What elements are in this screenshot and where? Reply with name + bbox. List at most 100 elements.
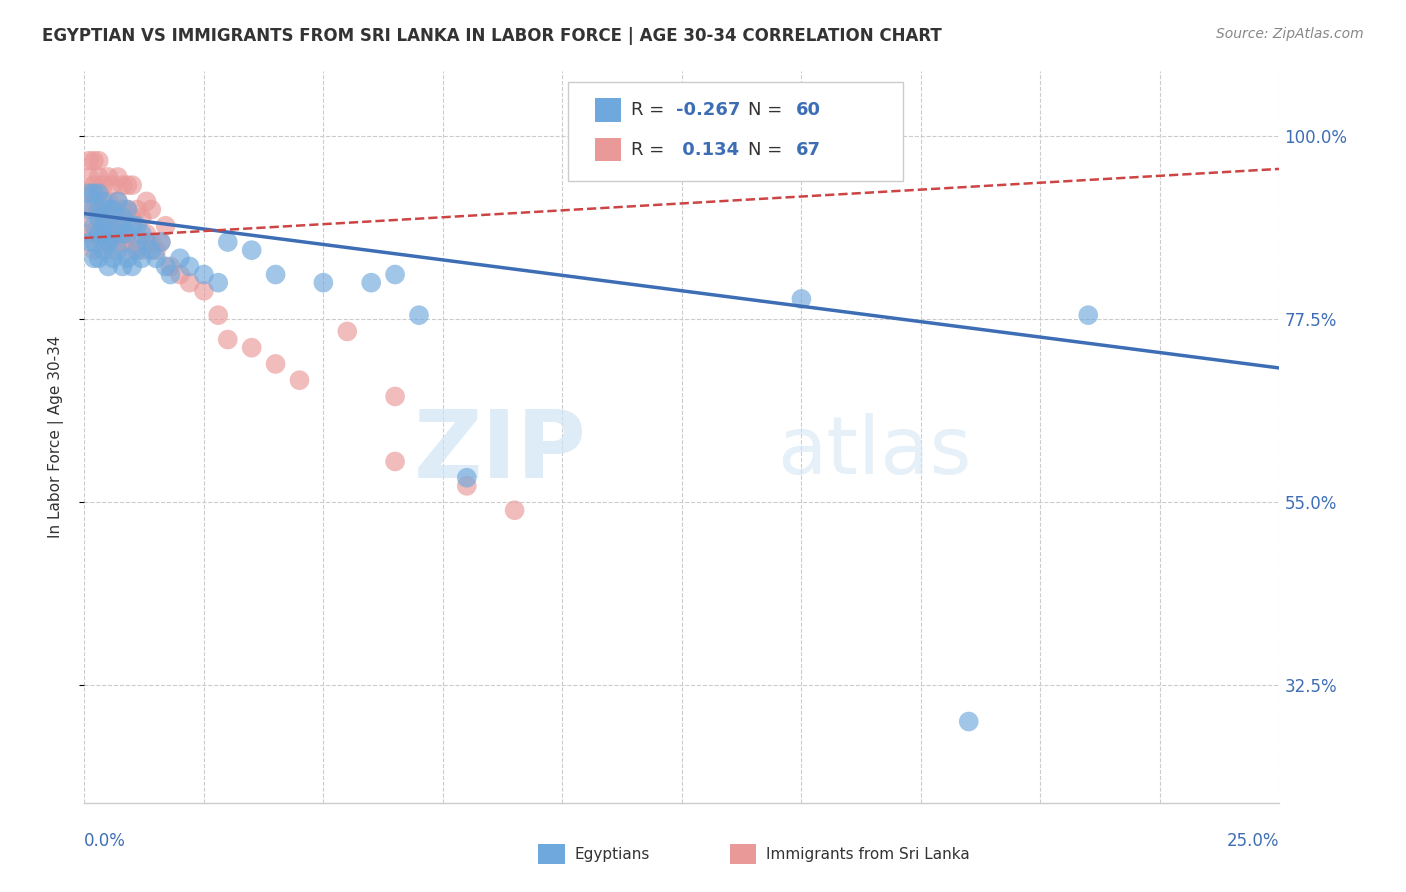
Point [107,227,129,241]
Point [790,292,813,306]
Point [93,235,115,249]
Text: 60: 60 [796,101,821,120]
Text: R =: R = [630,141,669,159]
Point [264,268,287,282]
Point [159,268,181,282]
Point [408,308,430,322]
Point [83,153,105,168]
Point [125,202,148,217]
Point [121,178,143,193]
Point [101,178,124,193]
Point [83,235,105,249]
Point [93,202,115,217]
Point [135,194,157,209]
Text: ZIP: ZIP [413,406,586,498]
Point [117,235,139,249]
Point [97,235,120,249]
Point [131,227,153,241]
Point [111,235,134,249]
Point [77,186,100,201]
Point [87,202,110,217]
Point [83,202,105,217]
Point [77,227,100,241]
Point [360,276,382,290]
Point [83,219,105,233]
Point [83,243,105,257]
Point [87,186,110,201]
Point [179,260,201,274]
Text: 25.0%: 25.0% [1227,832,1279,850]
Point [101,202,124,217]
Point [149,235,172,249]
Point [384,268,406,282]
Point [101,202,124,217]
Text: 0.134: 0.134 [676,141,740,159]
FancyBboxPatch shape [595,138,621,161]
Point [87,169,110,184]
Point [384,389,406,403]
Point [121,260,143,274]
Point [87,186,110,201]
Point [97,202,120,217]
Point [111,227,134,241]
Point [207,308,229,322]
Point [87,219,110,233]
Point [87,211,110,225]
Point [135,235,157,249]
Point [93,227,115,241]
Point [93,219,115,233]
Text: Egyptians: Egyptians [575,847,650,862]
Point [121,243,143,257]
Point [141,243,163,257]
Point [131,211,153,225]
Point [97,211,120,225]
Point [97,169,120,184]
Point [957,714,980,729]
Point [97,211,120,225]
Point [117,202,139,217]
Point [193,268,215,282]
Point [117,202,139,217]
Point [141,235,163,249]
Point [159,260,181,274]
Point [117,252,139,266]
Point [87,202,110,217]
Point [101,243,124,257]
Point [117,178,139,193]
Point [77,202,100,217]
Point [111,211,134,225]
Point [97,227,120,241]
Point [107,194,129,209]
Point [336,325,359,339]
FancyBboxPatch shape [538,844,565,864]
Point [77,211,100,225]
Point [456,479,478,493]
Point [77,153,100,168]
Point [87,252,110,266]
Point [77,235,100,249]
Point [117,227,139,241]
FancyBboxPatch shape [568,82,903,181]
Point [240,341,263,355]
Point [149,235,172,249]
Point [312,276,335,290]
Point [83,186,105,201]
Text: N =: N = [748,141,787,159]
Point [125,219,148,233]
Point [141,202,163,217]
Point [131,243,153,257]
Point [83,194,105,209]
Point [111,178,134,193]
Point [101,252,124,266]
Point [101,227,124,241]
Point [107,169,129,184]
Point [193,284,215,298]
Point [97,260,120,274]
Point [93,194,115,209]
Point [97,194,120,209]
Point [111,260,134,274]
Point [93,178,115,193]
Point [1077,308,1099,322]
Point [83,178,105,193]
Point [155,219,177,233]
